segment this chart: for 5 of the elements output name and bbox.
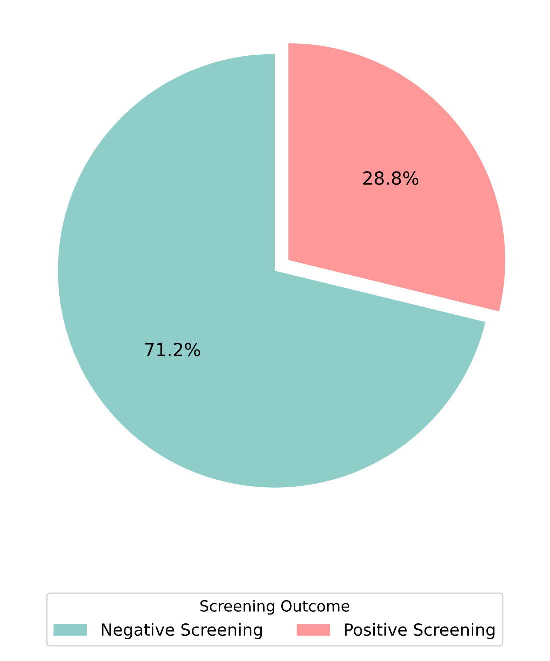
legend-label: Negative Screening: [102, 623, 262, 640]
data-label: 71.2%: [146, 342, 200, 357]
legend-title: Screening Outcome: [200, 600, 350, 615]
legend-label: Positive Screening: [345, 623, 495, 640]
data-label: 28.8%: [364, 172, 419, 186]
